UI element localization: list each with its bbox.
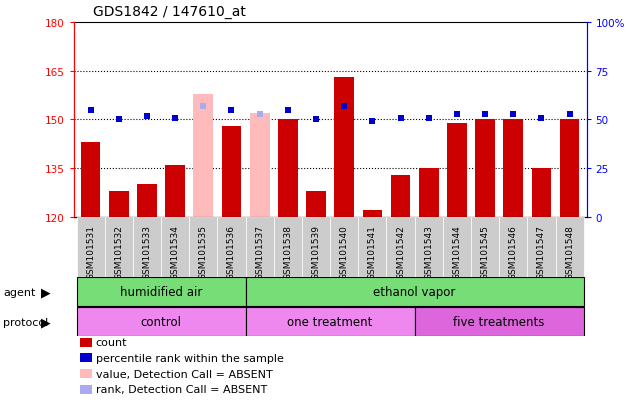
Text: GSM101548: GSM101548 xyxy=(565,224,574,279)
Bar xyxy=(76,307,246,336)
Bar xyxy=(560,120,579,217)
Bar xyxy=(415,217,443,277)
Text: one treatment: one treatment xyxy=(287,315,373,328)
Text: GSM101541: GSM101541 xyxy=(368,224,377,279)
Text: value, Detection Call = ABSENT: value, Detection Call = ABSENT xyxy=(96,369,272,379)
Bar xyxy=(531,169,551,217)
Bar xyxy=(443,217,471,277)
Text: GSM101547: GSM101547 xyxy=(537,224,546,279)
Bar xyxy=(363,211,382,217)
Bar xyxy=(415,307,584,336)
Bar xyxy=(274,217,302,277)
Bar xyxy=(109,191,129,217)
Text: GSM101533: GSM101533 xyxy=(142,224,151,279)
Text: GSM101546: GSM101546 xyxy=(509,224,518,279)
Bar xyxy=(302,217,330,277)
Text: humidified air: humidified air xyxy=(120,285,203,299)
Text: GSM101536: GSM101536 xyxy=(227,224,236,279)
Text: GSM101544: GSM101544 xyxy=(453,224,462,279)
Text: percentile rank within the sample: percentile rank within the sample xyxy=(96,353,283,363)
Bar xyxy=(335,78,354,217)
Bar xyxy=(246,307,415,336)
Text: GSM101532: GSM101532 xyxy=(114,224,123,279)
Bar xyxy=(475,120,495,217)
Text: GSM101545: GSM101545 xyxy=(481,224,490,279)
Text: ▶: ▶ xyxy=(41,315,51,328)
Bar xyxy=(330,217,358,277)
Text: ethanol vapor: ethanol vapor xyxy=(374,285,456,299)
Bar xyxy=(471,217,499,277)
Text: count: count xyxy=(96,337,127,347)
Text: GDS1842 / 147610_at: GDS1842 / 147610_at xyxy=(93,5,246,19)
Text: five treatments: five treatments xyxy=(453,315,545,328)
Bar xyxy=(358,217,387,277)
Bar xyxy=(246,278,584,306)
Bar xyxy=(556,217,584,277)
Bar xyxy=(246,217,274,277)
Text: rank, Detection Call = ABSENT: rank, Detection Call = ABSENT xyxy=(96,385,267,394)
Bar xyxy=(250,114,269,217)
Bar xyxy=(165,166,185,217)
Bar xyxy=(278,120,297,217)
Text: ▶: ▶ xyxy=(41,285,51,299)
Bar xyxy=(447,123,467,217)
Bar xyxy=(391,175,410,217)
Bar xyxy=(528,217,556,277)
Text: GSM101535: GSM101535 xyxy=(199,224,208,279)
Bar xyxy=(194,94,213,217)
Bar xyxy=(222,127,242,217)
Text: GSM101534: GSM101534 xyxy=(171,224,179,279)
Text: protocol: protocol xyxy=(3,317,49,327)
Text: GSM101538: GSM101538 xyxy=(283,224,292,279)
Bar xyxy=(499,217,528,277)
Text: GSM101537: GSM101537 xyxy=(255,224,264,279)
Bar xyxy=(217,217,246,277)
Bar xyxy=(189,217,217,277)
Bar xyxy=(137,185,157,217)
Text: GSM101539: GSM101539 xyxy=(312,224,320,279)
Text: agent: agent xyxy=(3,287,36,297)
Bar xyxy=(76,217,104,277)
Bar xyxy=(104,217,133,277)
Text: GSM101542: GSM101542 xyxy=(396,224,405,279)
Text: control: control xyxy=(140,315,181,328)
Text: GSM101540: GSM101540 xyxy=(340,224,349,279)
Bar xyxy=(81,143,101,217)
Bar xyxy=(133,217,161,277)
Bar xyxy=(306,191,326,217)
Bar xyxy=(387,217,415,277)
Bar xyxy=(161,217,189,277)
Text: GSM101543: GSM101543 xyxy=(424,224,433,279)
Bar xyxy=(503,120,523,217)
Bar xyxy=(76,278,246,306)
Text: GSM101531: GSM101531 xyxy=(86,224,95,279)
Bar xyxy=(419,169,438,217)
